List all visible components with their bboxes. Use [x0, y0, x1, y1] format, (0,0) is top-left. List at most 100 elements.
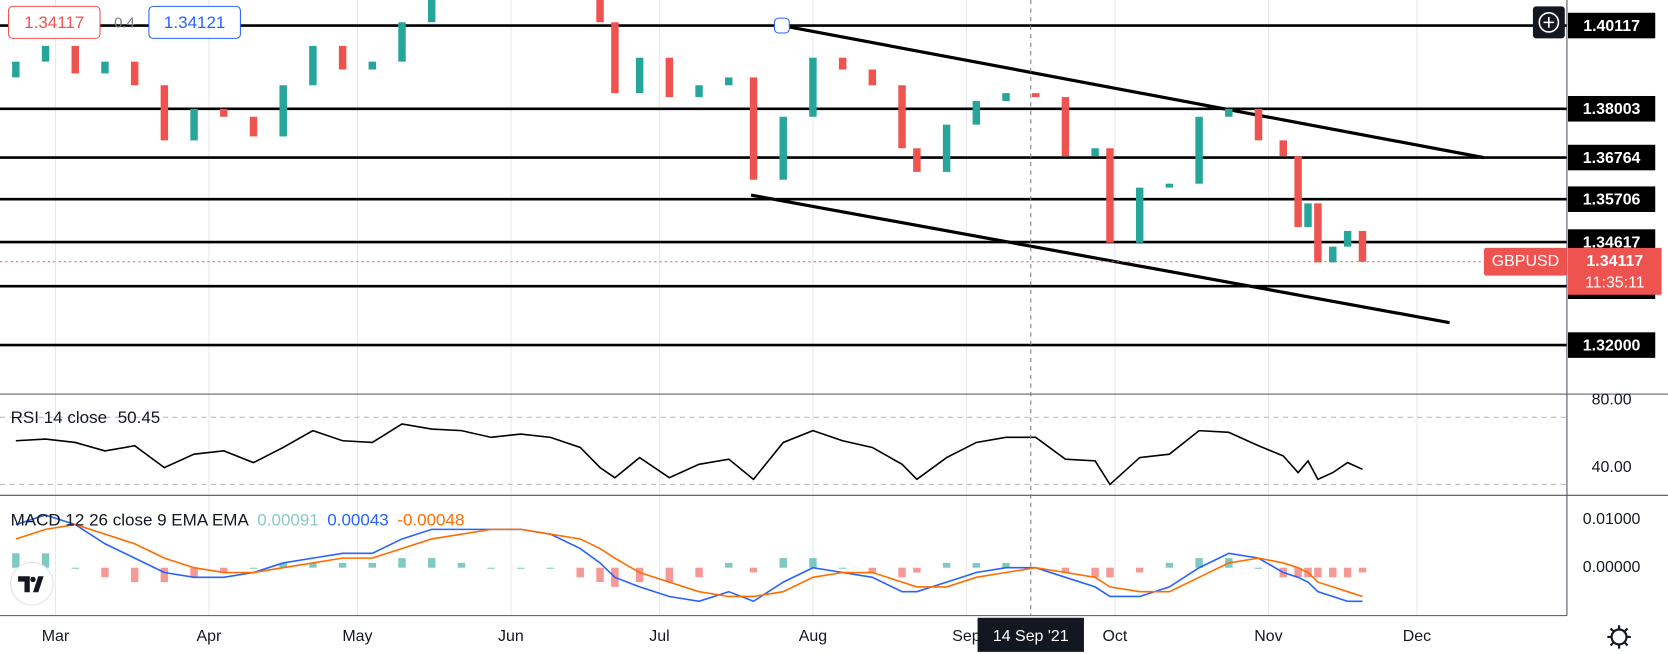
candle [1031, 93, 1040, 98]
candle [71, 45, 79, 74]
histogram-bar [1254, 567, 1263, 569]
candle [972, 101, 981, 125]
histogram-bar [779, 558, 787, 568]
level-label: 1.34617 [1583, 234, 1641, 251]
candle [101, 61, 109, 74]
candle [427, 0, 436, 23]
candle [1294, 156, 1302, 227]
x-tick-label: Nov [1254, 628, 1282, 645]
candle [338, 45, 347, 70]
histogram-bar [1106, 567, 1114, 578]
candle [725, 77, 733, 86]
candle [838, 57, 847, 70]
candle [1106, 148, 1114, 243]
histogram-bar [695, 567, 703, 578]
last-price-box [1568, 247, 1662, 295]
histogram-bar [913, 567, 921, 573]
indicator-title: MACD 12 26 close 9 EMA EMA [11, 510, 250, 529]
histogram-bar [1135, 567, 1144, 573]
y-tick-label: 0.00000 [1583, 559, 1641, 576]
histogram-bar [576, 567, 584, 578]
candle [1304, 203, 1312, 227]
histogram-bar [41, 553, 50, 568]
candle [1329, 246, 1337, 263]
histogram-bar [517, 567, 525, 569]
histogram-bar [972, 562, 981, 568]
y-tick-label: 0.01000 [1583, 511, 1641, 528]
x-tick-label: Mar [42, 628, 70, 645]
symbol-box [1483, 247, 1567, 276]
level-label-box [1568, 95, 1656, 122]
logo-mark [30, 576, 36, 583]
candle [190, 108, 198, 141]
price-pane [0, 0, 1567, 347]
histogram-bar [596, 567, 604, 583]
sell-box[interactable] [7, 5, 101, 39]
level-label-box [1568, 186, 1656, 212]
candle [1061, 97, 1070, 157]
signal-line [15, 523, 1363, 598]
level-label: 1.38003 [1583, 101, 1641, 118]
histogram-bar [338, 562, 347, 568]
candle [160, 85, 169, 141]
x-tick-label: Jun [498, 628, 524, 645]
candle [1165, 183, 1174, 188]
histogram-bar [427, 558, 436, 568]
level-label: 1.32000 [1583, 337, 1641, 354]
histogram-bar [1314, 567, 1322, 578]
level-label-box [1568, 144, 1656, 171]
axis-layer [0, 0, 1668, 617]
last-price-label: 1.34117 [1586, 253, 1643, 270]
candle [249, 116, 258, 137]
x-tick-label: Oct [1103, 628, 1128, 645]
histogram-bar [868, 567, 877, 573]
x-tick-label: Jul [649, 628, 669, 645]
histogram-bar [1358, 567, 1367, 573]
sell-price: 1.34117 [24, 13, 84, 32]
trend-line [750, 193, 1450, 325]
candle [809, 57, 817, 117]
x-tick-label: May [342, 628, 372, 645]
histogram-bar [249, 567, 258, 569]
histogram-bar [809, 558, 817, 568]
histogram-bar [1165, 562, 1174, 568]
histogram-bar [749, 567, 758, 573]
histogram-bar [635, 567, 644, 583]
level-label: 1.35706 [1583, 191, 1641, 208]
histogram-bar [1343, 567, 1352, 578]
add-icon [1538, 11, 1560, 33]
macd-pane [12, 514, 1367, 603]
candle [1135, 187, 1144, 243]
level-label: 1.40117 [1583, 18, 1640, 35]
rsi-pane [0, 416, 1567, 486]
candle [611, 22, 619, 94]
crosshair-label-box [977, 617, 1084, 652]
candle [1314, 203, 1322, 263]
level-label: 1.36764 [1583, 150, 1641, 167]
drawing-handle[interactable] [773, 17, 790, 34]
x-tick-label: Dec [1403, 628, 1431, 645]
histogram-bar [457, 562, 466, 568]
symbol-label: GBPUSD [1492, 253, 1559, 270]
histogram-bar [1195, 558, 1203, 568]
candle [596, 0, 604, 23]
buy-price: 1.34121 [164, 13, 225, 32]
histogram-bar [309, 562, 317, 568]
candle [1254, 108, 1263, 141]
histogram-bar [368, 562, 377, 568]
buy-box[interactable] [148, 5, 241, 39]
histogram-bar [1091, 567, 1099, 578]
histogram-bar [665, 567, 674, 583]
candle [749, 77, 758, 180]
logo[interactable] [10, 561, 54, 606]
histogram-bar [220, 567, 228, 573]
candle [942, 124, 951, 172]
x-tick-label: Aug [799, 628, 827, 645]
indicator-title: RSI 14 close [11, 408, 107, 427]
histogram-bar [160, 567, 169, 583]
candle [1002, 93, 1010, 102]
